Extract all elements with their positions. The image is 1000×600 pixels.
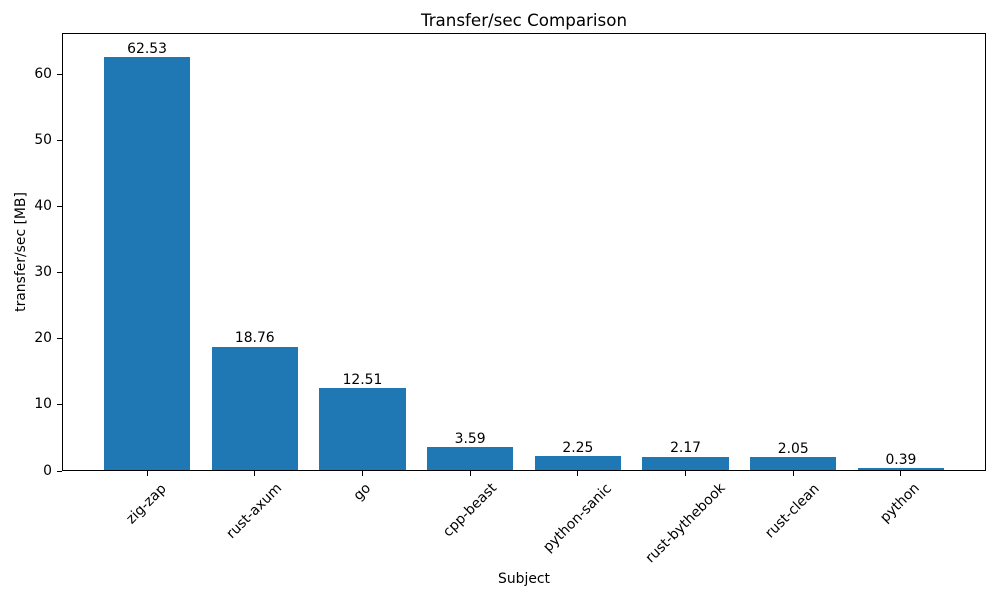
y-tick-label: 0	[43, 462, 52, 479]
y-tick-label: 10	[34, 396, 52, 413]
bar-value-label: 3.59	[454, 430, 486, 447]
x-tick-label: zig-zap	[123, 480, 170, 528]
x-tick-mark	[685, 471, 687, 476]
y-tick-label: 30	[34, 264, 52, 280]
x-tick-label: python	[877, 480, 924, 527]
plot-area-frame	[62, 33, 986, 471]
x-tick-mark	[361, 471, 363, 476]
y-tick-label: 20	[34, 330, 52, 347]
y-tick-label: 50	[34, 131, 52, 148]
bar-rust-bythebook	[642, 456, 729, 471]
bar-value-label: 0.39	[885, 451, 917, 468]
chart-title: Transfer/sec Comparison	[420, 10, 628, 30]
x-tick-label: python-sanic	[539, 480, 615, 556]
bar-python	[857, 468, 944, 471]
y-tick-mark	[57, 404, 62, 406]
y-tick-label: 60	[34, 65, 52, 82]
bar-rust-clean	[750, 457, 837, 471]
bar-value-label: 62.53	[127, 40, 167, 57]
x-tick-mark	[469, 471, 471, 476]
x-tick-mark	[792, 471, 794, 476]
y-tick-mark	[57, 272, 62, 273]
y-tick-mark	[57, 73, 62, 75]
x-tick-mark	[577, 471, 579, 476]
y-tick-mark	[57, 338, 62, 340]
bar-python-sanic	[534, 456, 621, 471]
y-tick-mark	[57, 139, 62, 141]
y-tick-mark	[57, 470, 62, 472]
y-tick-label: 40	[34, 197, 52, 214]
bar-cpp-beast	[427, 447, 514, 471]
bar-go	[319, 388, 406, 471]
bar-value-label: 12.51	[342, 371, 383, 388]
x-tick-mark	[900, 471, 902, 476]
bar-rust-axum	[211, 346, 298, 471]
bar-value-label: 2.25	[562, 439, 594, 456]
bar-zig-zap	[104, 57, 191, 471]
x-tick-mark	[254, 471, 256, 476]
x-axis-label: Subject	[498, 571, 550, 587]
x-tick-label: go	[350, 480, 375, 504]
bar-value-label: 2.05	[777, 440, 809, 457]
bar-value-label: 18.76	[234, 330, 275, 347]
x-tick-label: rust-bythebook	[642, 480, 729, 567]
x-tick-mark	[146, 471, 148, 476]
y-tick-mark	[57, 205, 62, 207]
bar-value-label: 2.17	[670, 440, 701, 457]
x-tick-label: cpp-beast	[439, 480, 500, 541]
x-tick-label: rust-axum	[223, 480, 286, 543]
x-tick-label: rust-clean	[762, 480, 823, 542]
